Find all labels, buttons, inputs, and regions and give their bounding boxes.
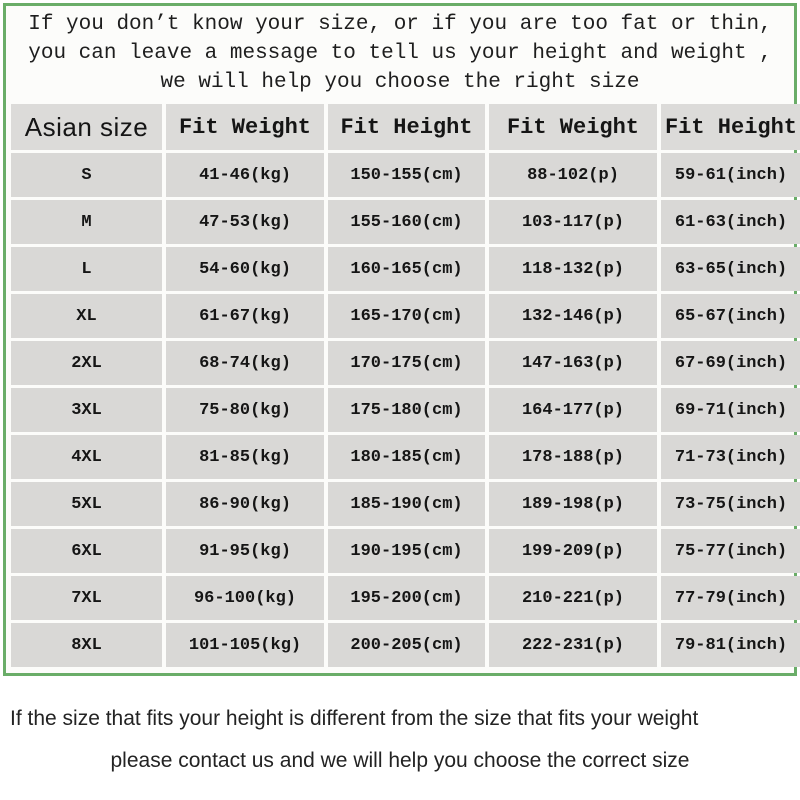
weight-p-cell: 210-221(p) xyxy=(489,576,657,620)
weight-p-cell: 132-146(p) xyxy=(489,294,657,338)
weight-p-cell: 164-177(p) xyxy=(489,388,657,432)
footer-note: If the size that fits your height is dif… xyxy=(0,702,800,778)
height-inch-cell: 69-71(inch) xyxy=(661,388,800,432)
table-row: M 47-53(kg) 155-160(cm) 103-117(p) 61-63… xyxy=(11,200,800,244)
table-row: 6XL 91-95(kg) 190-195(cm) 199-209(p) 75-… xyxy=(11,529,800,573)
weight-kg-cell: 91-95(kg) xyxy=(166,529,324,573)
footer-line: If the size that fits your height is dif… xyxy=(10,707,699,730)
column-header-asian-size: Asian size xyxy=(11,104,162,150)
intro-line: you can leave a message to tell us your … xyxy=(28,42,772,65)
intro-line: If you don’t know your size, or if you a… xyxy=(28,13,772,36)
size-cell: 4XL xyxy=(11,435,162,479)
weight-p-cell: 147-163(p) xyxy=(489,341,657,385)
size-cell: 6XL xyxy=(11,529,162,573)
height-inch-cell: 61-63(inch) xyxy=(661,200,800,244)
size-chart-table: Asian size Fit Weight Fit Height Fit Wei… xyxy=(7,101,800,670)
weight-p-cell: 178-188(p) xyxy=(489,435,657,479)
size-cell: XL xyxy=(11,294,162,338)
weight-kg-cell: 54-60(kg) xyxy=(166,247,324,291)
height-cm-cell: 200-205(cm) xyxy=(328,623,485,667)
height-inch-cell: 67-69(inch) xyxy=(661,341,800,385)
weight-kg-cell: 61-67(kg) xyxy=(166,294,324,338)
intro-note: If you don’t know your size, or if you a… xyxy=(6,6,794,101)
height-cm-cell: 160-165(cm) xyxy=(328,247,485,291)
table-row: 5XL 86-90(kg) 185-190(cm) 189-198(p) 73-… xyxy=(11,482,800,526)
intro-line: we will help you choose the right size xyxy=(160,71,640,94)
weight-p-cell: 118-132(p) xyxy=(489,247,657,291)
height-cm-cell: 180-185(cm) xyxy=(328,435,485,479)
height-cm-cell: 155-160(cm) xyxy=(328,200,485,244)
size-cell: 8XL xyxy=(11,623,162,667)
column-header-fit-height-inch: Fit Height xyxy=(661,104,800,150)
weight-p-cell: 189-198(p) xyxy=(489,482,657,526)
weight-kg-cell: 47-53(kg) xyxy=(166,200,324,244)
table-row: XL 61-67(kg) 165-170(cm) 132-146(p) 65-6… xyxy=(11,294,800,338)
size-cell: 5XL xyxy=(11,482,162,526)
table-row: 4XL 81-85(kg) 180-185(cm) 178-188(p) 71-… xyxy=(11,435,800,479)
height-cm-cell: 150-155(cm) xyxy=(328,153,485,197)
weight-p-cell: 103-117(p) xyxy=(489,200,657,244)
table-row: L 54-60(kg) 160-165(cm) 118-132(p) 63-65… xyxy=(11,247,800,291)
table-row: S 41-46(kg) 150-155(cm) 88-102(p) 59-61(… xyxy=(11,153,800,197)
weight-kg-cell: 86-90(kg) xyxy=(166,482,324,526)
size-cell: M xyxy=(11,200,162,244)
height-inch-cell: 77-79(inch) xyxy=(661,576,800,620)
column-header-fit-weight-p: Fit Weight xyxy=(489,104,657,150)
weight-kg-cell: 101-105(kg) xyxy=(166,623,324,667)
header-row: Asian size Fit Weight Fit Height Fit Wei… xyxy=(11,104,800,150)
weight-p-cell: 88-102(p) xyxy=(489,153,657,197)
height-inch-cell: 75-77(inch) xyxy=(661,529,800,573)
height-inch-cell: 59-61(inch) xyxy=(661,153,800,197)
weight-p-cell: 222-231(p) xyxy=(489,623,657,667)
height-inch-cell: 65-67(inch) xyxy=(661,294,800,338)
table-row: 7XL 96-100(kg) 195-200(cm) 210-221(p) 77… xyxy=(11,576,800,620)
size-cell: L xyxy=(11,247,162,291)
height-inch-cell: 79-81(inch) xyxy=(661,623,800,667)
weight-kg-cell: 81-85(kg) xyxy=(166,435,324,479)
column-header-fit-weight-kg: Fit Weight xyxy=(166,104,324,150)
column-header-fit-height-cm: Fit Height xyxy=(328,104,485,150)
footer-line: please contact us and we will help you c… xyxy=(110,749,690,772)
height-inch-cell: 63-65(inch) xyxy=(661,247,800,291)
height-inch-cell: 73-75(inch) xyxy=(661,482,800,526)
weight-p-cell: 199-209(p) xyxy=(489,529,657,573)
table-row: 3XL 75-80(kg) 175-180(cm) 164-177(p) 69-… xyxy=(11,388,800,432)
table-row: 8XL 101-105(kg) 200-205(cm) 222-231(p) 7… xyxy=(11,623,800,667)
size-cell: 7XL xyxy=(11,576,162,620)
height-cm-cell: 175-180(cm) xyxy=(328,388,485,432)
height-cm-cell: 165-170(cm) xyxy=(328,294,485,338)
height-inch-cell: 71-73(inch) xyxy=(661,435,800,479)
height-cm-cell: 190-195(cm) xyxy=(328,529,485,573)
weight-kg-cell: 96-100(kg) xyxy=(166,576,324,620)
size-chart-panel: If you don’t know your size, or if you a… xyxy=(3,3,800,676)
table-row: 2XL 68-74(kg) 170-175(cm) 147-163(p) 67-… xyxy=(11,341,800,385)
height-cm-cell: 170-175(cm) xyxy=(328,341,485,385)
weight-kg-cell: 75-80(kg) xyxy=(166,388,324,432)
size-cell: 2XL xyxy=(11,341,162,385)
height-cm-cell: 195-200(cm) xyxy=(328,576,485,620)
weight-kg-cell: 68-74(kg) xyxy=(166,341,324,385)
weight-kg-cell: 41-46(kg) xyxy=(166,153,324,197)
height-cm-cell: 185-190(cm) xyxy=(328,482,485,526)
size-cell: 3XL xyxy=(11,388,162,432)
size-cell: S xyxy=(11,153,162,197)
